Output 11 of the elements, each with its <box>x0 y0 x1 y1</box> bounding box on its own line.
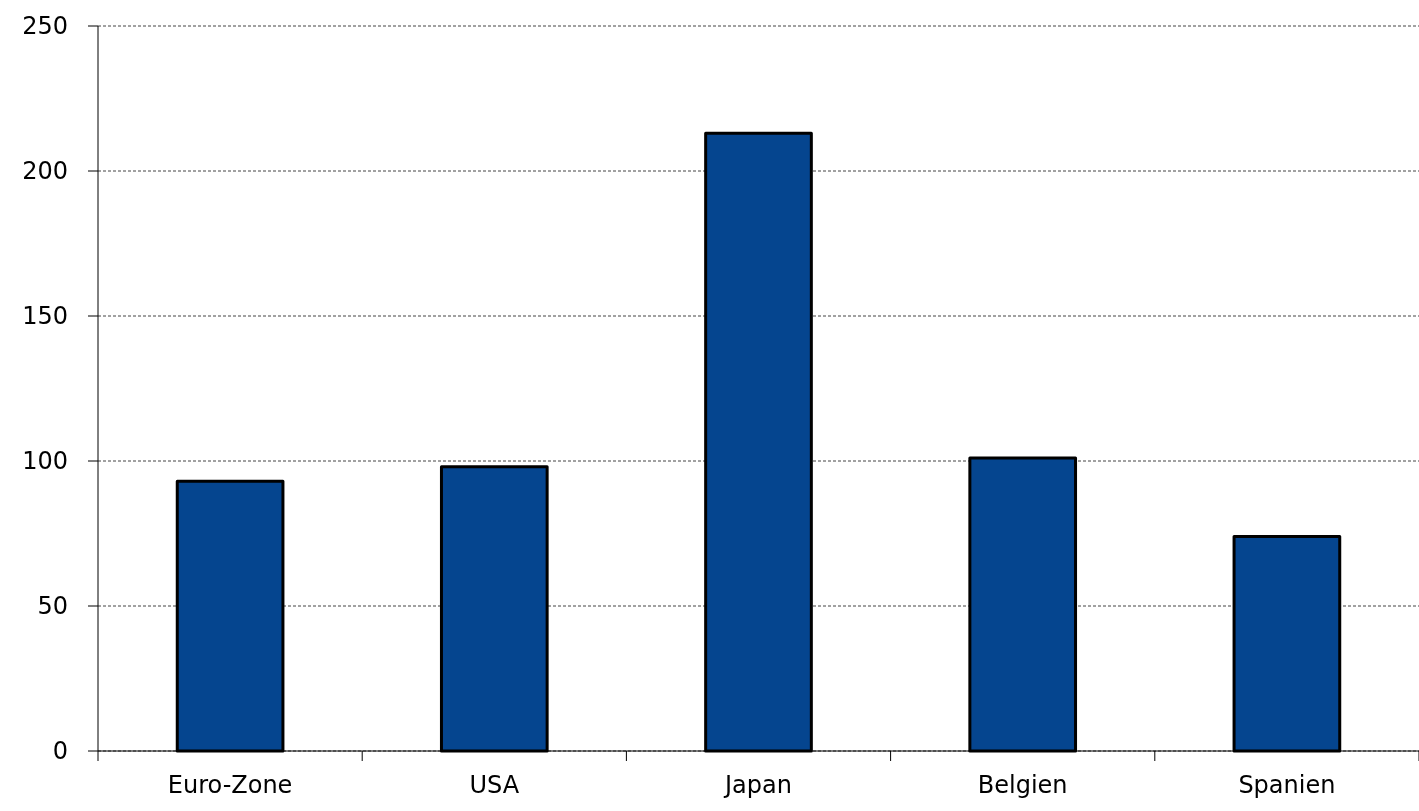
x-tick-label: Japan <box>723 771 792 799</box>
y-tick-label: 100 <box>22 447 68 476</box>
y-tick-label: 50 <box>37 592 68 621</box>
x-tick-label: Spanien <box>1238 771 1336 799</box>
x-tick-label: Euro-Zone <box>167 771 293 799</box>
y-tick-label: 0 <box>52 737 68 766</box>
y-tick-label: 250 <box>22 12 68 41</box>
y-tick-label: 200 <box>22 157 68 186</box>
x-tick-label: USA <box>469 771 520 799</box>
y-tick-label: 150 <box>22 302 68 331</box>
x-tick-label: Belgien <box>977 771 1068 799</box>
